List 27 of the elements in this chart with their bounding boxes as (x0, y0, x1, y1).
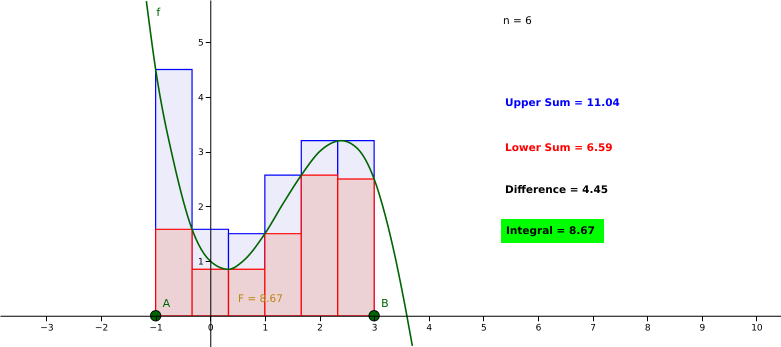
annotation: Difference = 4.45 (505, 184, 608, 196)
data-label: A (162, 296, 171, 310)
x-tick-label: 4 (426, 323, 432, 334)
x-tick-label: 10 (751, 323, 763, 334)
x-tick-label: 1 (262, 323, 268, 334)
series-label: f (156, 6, 162, 20)
x-tick-label: 7 (590, 323, 596, 334)
x-tick-label: 3 (372, 323, 378, 334)
y-tick-label: 5 (198, 38, 204, 49)
data-label: B (381, 296, 389, 310)
y-tick-label: 3 (198, 148, 204, 158)
x-tick-label: 9 (699, 323, 706, 334)
x-tick-label: 2 (317, 323, 323, 334)
y-tick-label: 1 (198, 258, 204, 268)
annotation: n = 6 (503, 15, 532, 27)
x-tick-label: −1 (150, 323, 163, 334)
x-tick-label: −3 (40, 323, 54, 334)
annotation: Upper Sum = 11.04 (505, 97, 620, 109)
x-tick-label: 6 (536, 323, 542, 334)
x-tick-label: 8 (644, 323, 651, 334)
annotation: Lower Sum = 6.59 (505, 142, 613, 154)
x-tick-label: −2 (94, 323, 108, 334)
line-series (146, 0, 414, 347)
y-tick-label: 2 (198, 202, 204, 213)
y-tick-label: 4 (198, 93, 204, 104)
x-tick-label: 5 (480, 323, 487, 334)
annotation: Integral = 8.67 (506, 225, 595, 237)
